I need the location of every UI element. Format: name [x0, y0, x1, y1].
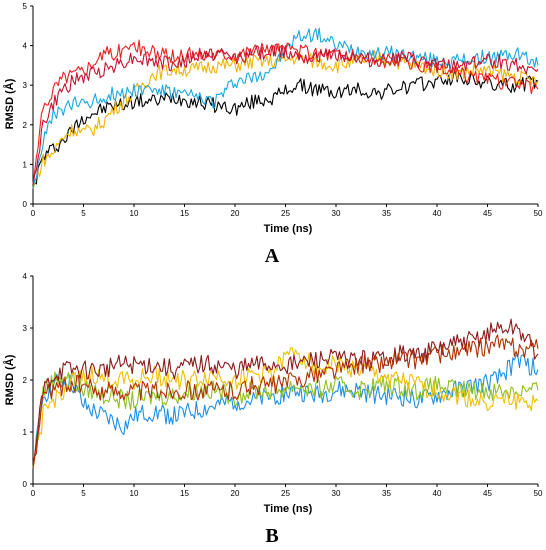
panel-a-y-tick-label: 3	[23, 81, 28, 90]
panel-b-x-tick-label: 15	[180, 489, 189, 498]
panel-a-x-tick-label: 40	[433, 209, 442, 218]
panel-b-y-tick-label: 3	[23, 324, 28, 333]
panel-a-x-tick-label: 50	[534, 209, 543, 218]
panel-b-x-tick-label: 0	[31, 489, 36, 498]
panel-a-y-tick-label: 2	[23, 121, 28, 130]
panel-a-x-tick-label: 0	[31, 209, 36, 218]
panel-b-y-tick-label: 1	[23, 428, 28, 437]
panel-a-series-line	[32, 43, 539, 185]
panel-a-series-line	[32, 69, 539, 189]
panel-b-x-tick-label: 50	[534, 489, 543, 498]
panel-a-x-tick-label: 15	[180, 209, 189, 218]
panel-a-xlabel: Time (ns)	[264, 223, 313, 235]
panel-b-x-tick-label: 10	[130, 489, 139, 498]
panel-b-series-line	[32, 354, 539, 469]
panel-a-series	[32, 27, 539, 189]
panel-b-y-tick-label: 4	[23, 272, 28, 281]
panel-b-x-tick-label: 25	[281, 489, 290, 498]
panel-b-series-line	[32, 347, 539, 469]
panel-b-axes: 0 5 10 15 20 25 30 35 40 45 50 0 1 2 3 4	[23, 272, 543, 498]
panel-a-y-tick-label: 5	[23, 2, 28, 11]
panel-b-series-line	[32, 318, 539, 469]
panel-b-x-tick-label: 20	[231, 489, 240, 498]
panel-a-series-line	[32, 50, 539, 189]
panel-b-x-tick-label: 35	[382, 489, 391, 498]
panel-b-y-tick-label: 2	[23, 376, 28, 385]
panel-b: 0 5 10 15 20 25 30 35 40 45 50 0 1 2 3 4 Time (ns) RMSD…	[3, 272, 543, 547]
panel-b-xlabel: Time (ns)	[264, 503, 313, 515]
panel-b-x-tick-label: 30	[332, 489, 341, 498]
panel-b-x-tick-label: 45	[483, 489, 492, 498]
panel-b-label: B	[265, 525, 278, 547]
panel-b-y-tick-label: 0	[23, 480, 28, 489]
panel-a-y-tick-label: 0	[23, 200, 28, 209]
panel-a-x-tick-label: 25	[281, 209, 290, 218]
panel-a-x-tick-label: 5	[81, 209, 86, 218]
panel-a-y-tick-label: 4	[23, 42, 28, 51]
panel-b-x-tick-label: 5	[81, 489, 86, 498]
panel-b-ylabel: RMSD (Å)	[3, 354, 16, 405]
panel-b-x-tick-label: 40	[433, 489, 442, 498]
panel-a-series-line	[32, 39, 539, 185]
panel-b-series-line	[32, 370, 539, 469]
panel-a-y-tick-label: 1	[23, 160, 28, 169]
panel-b-series-line	[32, 334, 539, 469]
panel-a-x-tick-label: 35	[382, 209, 391, 218]
panel-b-series	[32, 318, 539, 469]
panel-a-x-tick-label: 45	[483, 209, 492, 218]
panel-a-x-tick-label: 10	[130, 209, 139, 218]
panel-a-x-tick-label: 30	[332, 209, 341, 218]
panel-a-label: A	[265, 245, 280, 267]
panel-a-x-tick-label: 20	[231, 209, 240, 218]
panel-a-ylabel: RMSD (Å)	[3, 78, 16, 129]
